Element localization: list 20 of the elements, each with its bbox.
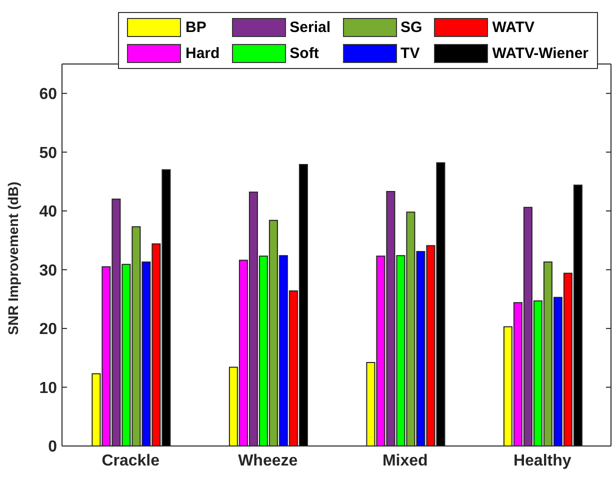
legend-label: SG [400, 19, 422, 36]
y-axis-title: SNR Improvement (dB) [4, 182, 21, 335]
x-tick-label: Crackle [102, 452, 160, 470]
legend-label: BP [185, 19, 206, 36]
y-tick-label: 20 [39, 321, 58, 338]
y-tick-label: 10 [39, 380, 58, 397]
y-tick-label: 60 [39, 86, 58, 104]
x-tick-label: Mixed [382, 452, 428, 470]
legend-label: Hard [185, 45, 220, 62]
legend-label: WATV [492, 19, 534, 36]
legend-label: Soft [290, 45, 319, 62]
legend-label: WATV-Wiener [492, 45, 588, 62]
x-tick-label: Wheeze [238, 452, 298, 470]
y-tick-label: 0 [48, 438, 58, 456]
legend-label: Serial [290, 19, 331, 36]
legend-label: TV [400, 45, 420, 62]
y-tick-label: 40 [39, 204, 58, 221]
y-tick-label: 30 [39, 262, 58, 280]
x-tick-label: Healthy [513, 452, 572, 470]
y-tick-label: 50 [39, 144, 58, 162]
